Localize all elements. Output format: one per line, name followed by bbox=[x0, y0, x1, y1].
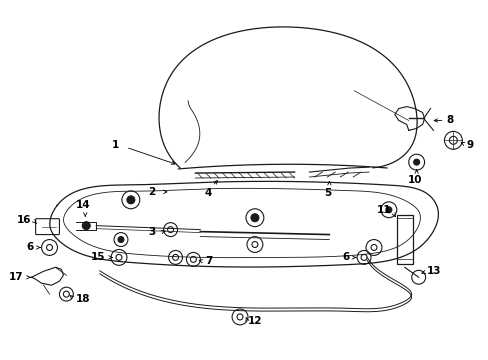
Text: 2: 2 bbox=[148, 187, 155, 197]
Text: 6: 6 bbox=[341, 252, 348, 262]
Circle shape bbox=[385, 207, 391, 213]
Circle shape bbox=[82, 222, 90, 230]
Text: 14: 14 bbox=[76, 200, 90, 210]
FancyBboxPatch shape bbox=[36, 219, 60, 235]
Text: 3: 3 bbox=[148, 226, 155, 237]
Text: 16: 16 bbox=[17, 215, 32, 225]
Text: 11: 11 bbox=[376, 205, 390, 215]
Text: 5: 5 bbox=[323, 188, 330, 198]
Bar bbox=[396, 215, 412, 264]
Circle shape bbox=[413, 159, 419, 165]
Text: 15: 15 bbox=[90, 252, 105, 262]
Text: 13: 13 bbox=[426, 266, 440, 276]
Text: 4: 4 bbox=[204, 188, 211, 198]
Circle shape bbox=[118, 237, 123, 243]
Text: 8: 8 bbox=[446, 116, 453, 126]
Text: 12: 12 bbox=[247, 316, 262, 326]
Text: 9: 9 bbox=[466, 140, 472, 150]
Text: 10: 10 bbox=[407, 175, 421, 185]
Circle shape bbox=[250, 214, 258, 222]
Text: 7: 7 bbox=[205, 256, 212, 266]
Text: 6: 6 bbox=[26, 243, 34, 252]
Text: 18: 18 bbox=[75, 294, 90, 304]
Text: 1: 1 bbox=[111, 140, 119, 150]
Text: 17: 17 bbox=[9, 272, 24, 282]
Circle shape bbox=[127, 196, 135, 204]
